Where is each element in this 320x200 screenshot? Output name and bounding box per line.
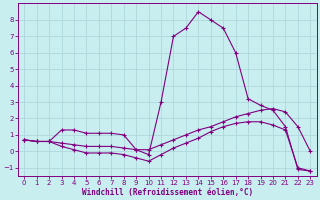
X-axis label: Windchill (Refroidissement éolien,°C): Windchill (Refroidissement éolien,°C) <box>82 188 253 197</box>
